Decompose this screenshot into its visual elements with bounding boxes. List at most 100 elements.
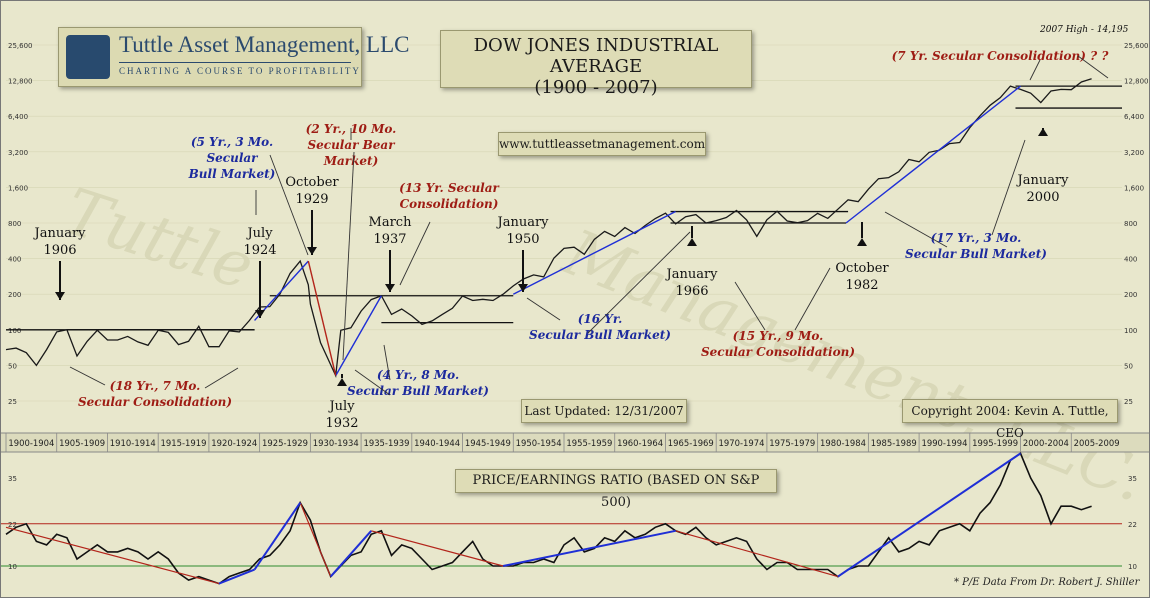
date-label-year: 1966 [675, 284, 708, 299]
logo-icon [66, 35, 110, 79]
phase-label-line: (7 Yr. Secular Consolidation) ? ? [892, 49, 1110, 63]
dow-y-tick-right: 6,400 [1124, 113, 1144, 121]
dow-y-tick-right: 25 [1124, 398, 1133, 406]
period-label: 2000-2004 [1023, 439, 1069, 449]
dow-y-tick-left: 1,600 [8, 184, 28, 192]
website-box: www.tuttleassetmanagement.com [498, 132, 706, 156]
pe-line [5, 452, 1092, 585]
high-label: 2007 High - 14,195 [1039, 25, 1129, 35]
dow-y-tick-left: 25 [8, 398, 17, 406]
annotation-arrow [587, 231, 691, 334]
company-logo: Tuttle Asset Management, LLC CHARTING A … [58, 27, 409, 87]
bear-trend-line [307, 260, 337, 376]
dow-y-tick-right: 100 [1124, 327, 1137, 335]
period-label: 1985-1989 [871, 439, 917, 449]
pe-bull-trend [502, 529, 676, 567]
logo-name: Tuttle Asset Management, LLC [119, 32, 410, 57]
period-label: 1965-1969 [668, 439, 714, 449]
dow-y-tick-left: 6,400 [8, 113, 28, 121]
annotation-arrow [69, 366, 106, 386]
annotation-arrow [399, 221, 431, 286]
date-arrow-head [307, 247, 317, 255]
copyright-box: Copyright 2004: Kevin A. Tuttle, CEO [902, 399, 1118, 440]
copyright: Copyright 2004: Kevin A. Tuttle, CEO [911, 404, 1109, 440]
pe-bear-trend [5, 526, 220, 585]
date-arrow-head [687, 238, 697, 246]
annotation-arrow [884, 211, 948, 248]
pe-bull-trend [837, 452, 1022, 578]
period-label: 1900-1904 [8, 439, 54, 449]
period-label: 1930-1934 [313, 439, 359, 449]
phase-label-line: (15 Yr., 9 Mo. [733, 329, 824, 343]
period-label: 1980-1984 [820, 439, 866, 449]
pe-y-tick-right: 35 [1128, 475, 1137, 483]
date-arrow-head [337, 378, 347, 386]
pe-bull-trend [218, 568, 255, 585]
annotation-arrow [342, 151, 355, 361]
date-label-year: 1982 [845, 278, 878, 293]
annotation-arrow [1077, 55, 1109, 79]
dow-y-tick-left: 3,200 [8, 149, 28, 157]
date-label-month: July [327, 399, 355, 414]
period-label: 1950-1954 [516, 439, 562, 449]
last-updated: Last Updated: 12/31/2007 [524, 404, 684, 418]
date-arrow-head [857, 238, 867, 246]
phase-label-line: Market) [323, 154, 379, 168]
period-label: 1995-1999 [972, 439, 1018, 449]
phase-label-line: Consolidation) [400, 197, 499, 211]
phase-label-line: Secular Bear [307, 138, 396, 152]
pe-y-tick-left: 10 [8, 563, 17, 571]
phase-label-line: Secular [207, 151, 260, 165]
dow-y-tick-right: 800 [1124, 220, 1137, 228]
pe-title-box: PRICE/EARNINGS RATIO (BASED ON S&P 500) [455, 469, 777, 510]
period-label: 1945-1949 [465, 439, 511, 449]
pe-bear-trend [371, 530, 504, 567]
phase-label-line: (13 Yr. Secular [399, 181, 500, 195]
period-label: 1905-1909 [59, 439, 105, 449]
period-strip [0, 432, 1150, 453]
annotation-arrow [734, 281, 766, 331]
pe-bull-trend [253, 502, 302, 571]
period-label: 1960-1964 [617, 439, 663, 449]
date-arrow-head [255, 310, 265, 318]
dow-y-tick-left: 100 [8, 327, 21, 335]
last-updated-box: Last Updated: 12/31/2007 [521, 399, 687, 423]
period-label: 1915-1919 [161, 439, 207, 449]
pe-title: PRICE/EARNINGS RATIO (BASED ON S&P 500) [472, 473, 760, 510]
period-label: 1920-1924 [211, 439, 257, 449]
date-label-year: 1932 [325, 416, 358, 431]
date-label-month: January [495, 215, 549, 230]
annotation-arrow [991, 139, 1026, 236]
phase-label-line: Secular Bull Market) [529, 328, 671, 342]
phase-label-line: Secular Bull Market) [347, 384, 489, 398]
dow-y-tick-left: 50 [8, 362, 17, 370]
phase-label-line: (17 Yr., 3 Mo. [931, 231, 1022, 245]
date-label-month: March [369, 215, 413, 230]
period-label: 1925-1929 [262, 439, 308, 449]
period-label: 2005-2009 [1074, 439, 1120, 449]
chart-title-years: (1900 - 2007) [534, 77, 658, 98]
phase-label-line: Secular Consolidation) [701, 345, 855, 359]
period-label: 1940-1944 [414, 439, 460, 449]
pe-y-tick-left: 35 [8, 475, 17, 483]
annotation-arrow [526, 297, 561, 321]
pe-bear-trend [675, 530, 839, 578]
pe-footnote: * P/E Data From Dr. Robert J. Shiller [954, 577, 1140, 588]
date-label-year: 1924 [243, 243, 276, 258]
chart-title-box: DOW JONES INDUSTRIAL AVERAGE (1900 - 200… [440, 30, 752, 98]
phase-label-line: (5 Yr., 3 Mo. [191, 135, 273, 149]
period-label: 1955-1959 [566, 439, 612, 449]
phase-label-line: Bull Market) [188, 167, 276, 181]
phase-label-line: (18 Yr., 7 Mo. [110, 379, 201, 393]
date-label-year: 1950 [506, 232, 539, 247]
date-arrow-head [55, 292, 65, 300]
dow-y-tick-left: 200 [8, 291, 21, 299]
date-arrow-head [518, 284, 528, 292]
dow-y-tick-right: 200 [1124, 291, 1137, 299]
date-label-month: January [1015, 173, 1069, 188]
dow-y-tick-left: 800 [8, 220, 21, 228]
date-label-year: 1937 [373, 232, 406, 247]
pe-bull-trend [329, 530, 372, 578]
date-label-month: October [285, 175, 339, 190]
